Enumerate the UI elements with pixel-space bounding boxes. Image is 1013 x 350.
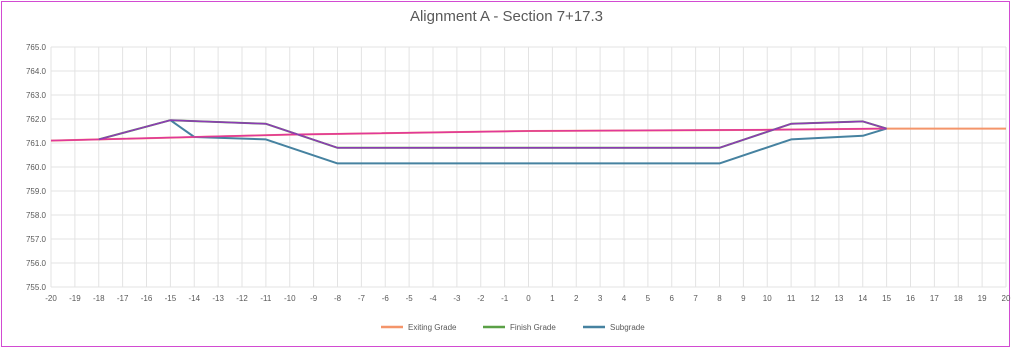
x-tick-label: 10: [763, 294, 772, 303]
legend-label: Exiting Grade: [408, 323, 457, 332]
y-tick-label: 764.0: [26, 67, 47, 76]
y-tick-label: 761.0: [26, 139, 47, 148]
x-tick-label: 12: [811, 294, 820, 303]
x-tick-label: -15: [165, 294, 177, 303]
legend-label: Finish Grade: [510, 323, 556, 332]
x-tick-label: -1: [501, 294, 509, 303]
x-tick-label: -16: [141, 294, 153, 303]
y-tick-label: 760.0: [26, 163, 47, 172]
x-tick-label: 8: [717, 294, 722, 303]
overlay-line: [98, 119, 887, 149]
legend: Exiting Grade Finish Grade Subgrade: [381, 323, 645, 332]
x-tick-label: -13: [212, 294, 224, 303]
x-tick-label: 17: [930, 294, 939, 303]
x-tick-label: -19: [69, 294, 81, 303]
x-tick-label: -20: [45, 294, 57, 303]
x-tick-label: 15: [882, 294, 891, 303]
x-tick-label: -2: [477, 294, 485, 303]
x-tick-label: -7: [358, 294, 366, 303]
x-tick-label: -6: [382, 294, 390, 303]
y-tick-label: 762.0: [26, 115, 47, 124]
series-line-finish-grade: [98, 119, 887, 149]
x-tick-label: 5: [646, 294, 651, 303]
x-tick-label: 13: [834, 294, 843, 303]
x-tick-label: 18: [954, 294, 963, 303]
x-tick-label: 1: [550, 294, 555, 303]
x-tick-label: 16: [906, 294, 915, 303]
x-tick-label: -4: [429, 294, 437, 303]
x-tick-label: 2: [574, 294, 579, 303]
x-tick-label: -5: [406, 294, 414, 303]
y-tick-label: 759.0: [26, 187, 47, 196]
x-tick-label: -3: [453, 294, 461, 303]
x-tick-label: 6: [670, 294, 675, 303]
x-tick-label: 11: [787, 294, 796, 303]
x-tick-label: -17: [117, 294, 129, 303]
y-tick-label: 755.0: [26, 283, 47, 292]
x-tick-label: -9: [310, 294, 318, 303]
legend-label: Subgrade: [610, 323, 645, 332]
x-axis-ticks: -20 -19 -18 -17 -16 -15 -14 -13 -12 -11 -10 -9 -8 -7-…: [45, 294, 1011, 303]
series-lines: [50, 119, 1006, 165]
overlay-line: [50, 127, 887, 142]
x-tick-label: 3: [598, 294, 603, 303]
x-tick-label: 9: [741, 294, 746, 303]
x-tick-label: 19: [978, 294, 987, 303]
y-axis-ticks: 755.0 756.0 757.0 758.0 759.0 760.0 761.0 762.0…: [26, 43, 47, 292]
x-tick-label: -11: [260, 294, 272, 303]
x-tick-label: 7: [693, 294, 698, 303]
y-tick-label: 757.0: [26, 235, 47, 244]
y-tick-label: 763.0: [26, 91, 47, 100]
y-tick-label: 758.0: [26, 211, 47, 220]
x-tick-label: -10: [284, 294, 296, 303]
x-tick-label: 0: [526, 294, 531, 303]
chart-title: Alignment A - Section 7+17.3: [409, 8, 604, 25]
grid: [50, 46, 1007, 288]
x-tick-label: -14: [188, 294, 200, 303]
x-tick-label: 20: [1002, 294, 1011, 303]
x-tick-label: 4: [622, 294, 627, 303]
y-tick-label: 765.0: [26, 43, 47, 52]
x-tick-label: 14: [858, 294, 867, 303]
y-tick-label: 756.0: [26, 259, 47, 268]
x-tick-label: -8: [334, 294, 342, 303]
x-tick-label: -18: [93, 294, 105, 303]
x-tick-label: -12: [236, 294, 248, 303]
